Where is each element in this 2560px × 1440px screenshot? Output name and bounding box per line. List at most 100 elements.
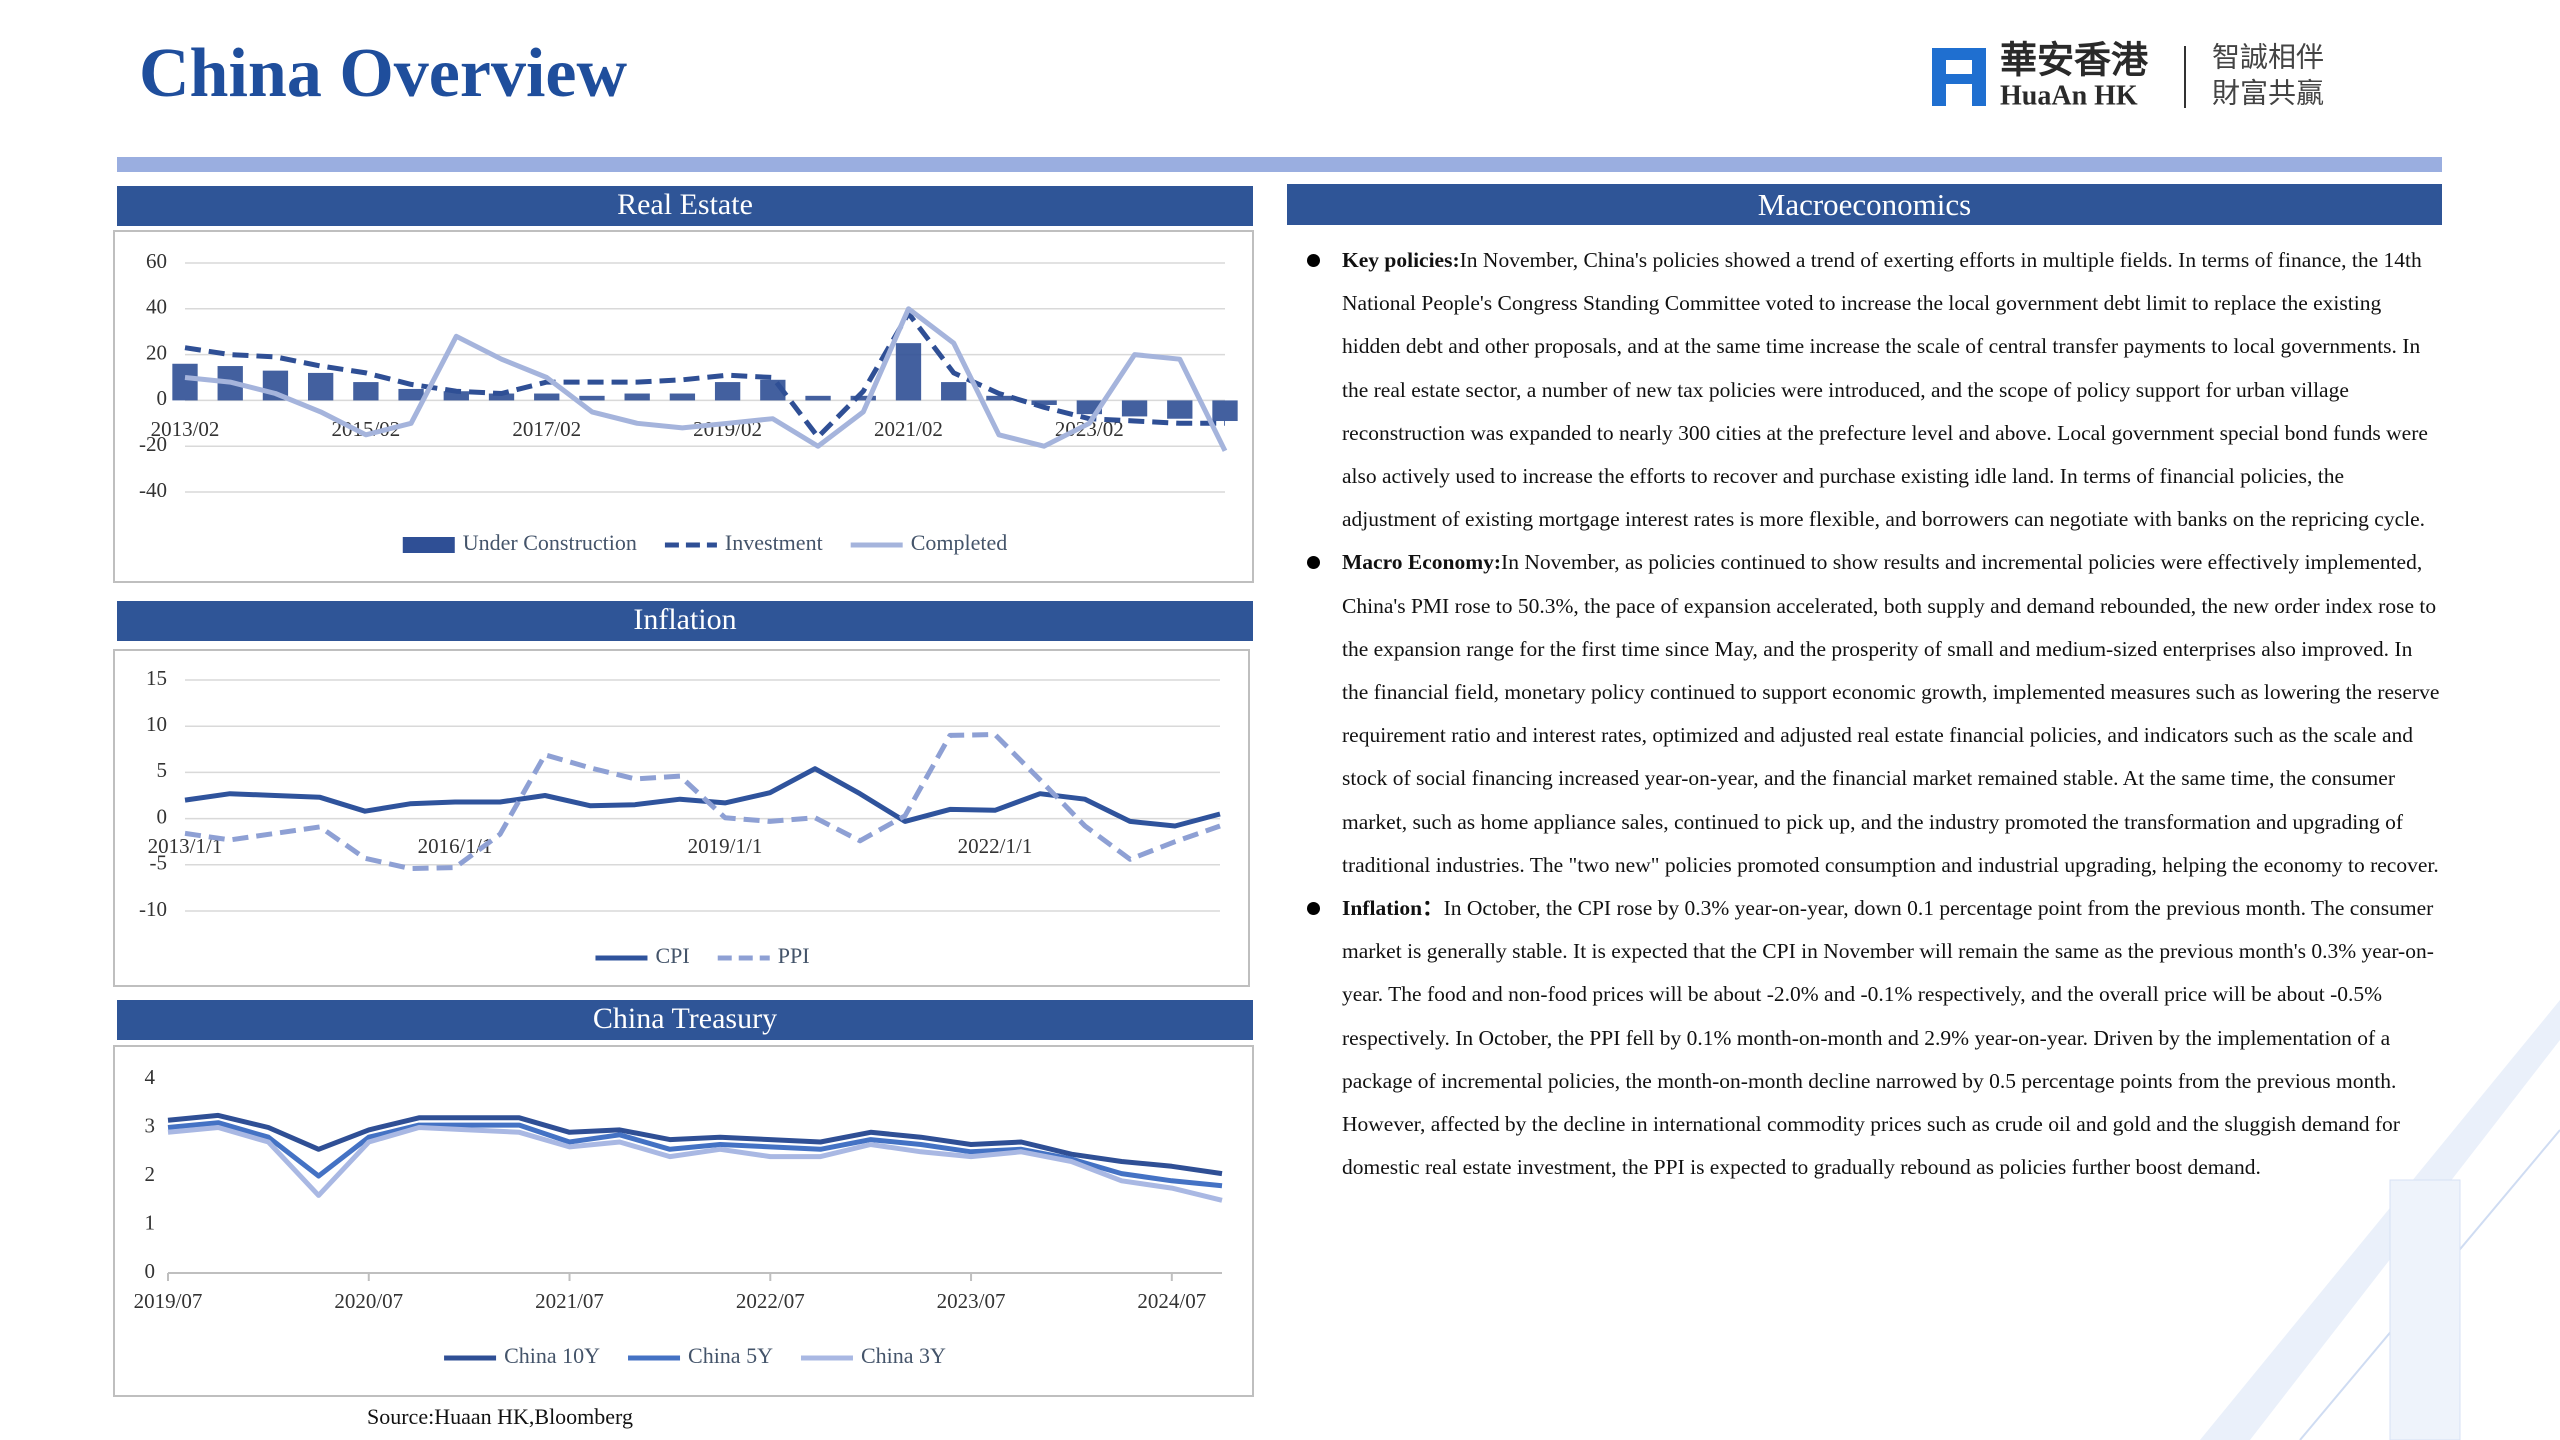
chart-frame xyxy=(113,230,1254,583)
bar xyxy=(1212,400,1238,422)
chart-frame xyxy=(113,1045,1254,1397)
bullet: Macro Economy:In November, as policies c… xyxy=(1287,541,2442,887)
bullet: Key policies:In November, China's polici… xyxy=(1287,239,2442,541)
bullet-label: Inflation： xyxy=(1342,896,1444,921)
x-tick-label: 2021/07 xyxy=(535,1289,604,1313)
y-tick-label: 40 xyxy=(146,295,167,319)
logo-icon xyxy=(1972,48,1986,106)
legend-label: PPI xyxy=(778,943,810,968)
legend: Under Construction Investment Completed xyxy=(402,530,1008,555)
logo-en: HuaAn HK xyxy=(2000,80,2138,111)
x-tick-label: 2017/02 xyxy=(512,417,581,441)
chart-title: China Treasury xyxy=(593,1002,777,1035)
x-tick-label: 2021/02 xyxy=(874,417,943,441)
x-tick-label: 2022/1/1 xyxy=(958,834,1033,858)
chart-frame xyxy=(113,649,1250,987)
chart-title: Inflation xyxy=(633,603,736,636)
legend-label: Completed xyxy=(911,530,1008,555)
y-tick-label: 3 xyxy=(145,1113,156,1137)
bullet-text: In November, China's policies showed a t… xyxy=(1342,248,2428,532)
y-tick-label: 60 xyxy=(146,249,167,273)
bar xyxy=(669,393,696,401)
slogan: 財富共贏 xyxy=(2212,77,2324,109)
y-tick-label: 0 xyxy=(157,804,168,828)
line-series xyxy=(167,1125,1223,1203)
bar xyxy=(488,393,515,401)
y-tick-label: -40 xyxy=(139,478,167,502)
y-tick-label: 4 xyxy=(145,1065,156,1089)
bar xyxy=(1167,400,1193,419)
y-tick-label: -5 xyxy=(150,851,168,875)
bar xyxy=(534,393,560,401)
bar xyxy=(307,372,334,401)
bullet-label: Macro Economy: xyxy=(1342,550,1502,575)
legend-label: China 10Y xyxy=(504,1343,600,1368)
line-series xyxy=(184,310,1225,440)
source: Source:Huaan HK,Bloomberg xyxy=(367,1404,633,1429)
y-tick-label: -10 xyxy=(139,897,167,921)
bar xyxy=(624,393,650,401)
slogan: 智誠相伴 xyxy=(2212,41,2324,73)
bar xyxy=(443,391,469,401)
line-series xyxy=(184,732,1221,871)
section-header xyxy=(117,1000,1253,1040)
y-tick-label: 20 xyxy=(146,340,167,364)
bar xyxy=(579,395,605,401)
bar xyxy=(850,395,876,401)
chart-title: Real Estate xyxy=(617,188,753,221)
logo-cn: 華安香港 xyxy=(2000,39,2149,81)
legend-label: Under Construction xyxy=(463,530,637,555)
y-tick-label: 0 xyxy=(145,1259,156,1283)
decoration xyxy=(2200,1000,2560,1440)
x-tick-label: 2020/07 xyxy=(334,1289,403,1313)
y-tick-label: 10 xyxy=(146,712,167,736)
y-tick-label: 0 xyxy=(157,386,168,410)
logo-icon xyxy=(1932,48,1984,60)
bar xyxy=(1121,400,1148,417)
bullet: Inflation：In October, the CPI rose by 0.… xyxy=(1287,887,2442,1189)
bar xyxy=(805,395,831,401)
separator xyxy=(117,157,2442,172)
logo-icon xyxy=(1932,48,1946,106)
line-series xyxy=(184,306,1228,452)
line-series xyxy=(167,1112,1223,1177)
bar xyxy=(714,382,741,401)
legend-label: China 3Y xyxy=(861,1343,946,1368)
section-header xyxy=(117,186,1253,226)
x-tick-label: 2013/02 xyxy=(151,417,220,441)
y-tick-label: 1 xyxy=(145,1210,156,1234)
y-tick-label: 15 xyxy=(146,666,167,690)
x-tick-label: 2019/1/1 xyxy=(688,834,763,858)
legend-label: China 5Y xyxy=(688,1343,773,1368)
logo-icon xyxy=(1944,74,1974,84)
section-header: Macroeconomics xyxy=(1287,184,2442,225)
bullet-text: In October, the CPI rose by 0.3% year-on… xyxy=(1342,896,2434,1180)
line-series xyxy=(184,766,1221,829)
section-header xyxy=(117,601,1253,641)
y-tick-label: -20 xyxy=(139,432,167,456)
bar xyxy=(1031,400,1057,405)
legend-label: CPI xyxy=(655,943,689,968)
x-tick-label: 2019/07 xyxy=(134,1289,203,1313)
bar xyxy=(895,343,922,401)
bullet-text: In November, as policies continued to sh… xyxy=(1342,550,2440,877)
x-tick-label: 2024/07 xyxy=(1137,1289,1206,1313)
legend: CPI PPI xyxy=(595,943,810,968)
bar xyxy=(353,382,379,401)
legend-label: Investment xyxy=(725,530,823,555)
decoration xyxy=(2389,1179,2461,1440)
x-tick-label: 2023/07 xyxy=(937,1289,1006,1313)
legend: China 10Y China 5Y China 3Y xyxy=(444,1343,946,1368)
bar xyxy=(986,395,1012,401)
bar xyxy=(398,388,424,401)
logo: 華安香港 HuaAn HK 智誠相伴 財富共贏 xyxy=(1932,39,2324,111)
bullet-list: Key policies:In November, China's polici… xyxy=(1287,225,2442,1189)
bar xyxy=(172,363,198,401)
bar xyxy=(941,382,967,401)
x-tick-label: 2016/1/1 xyxy=(418,834,493,858)
y-tick-label: 5 xyxy=(157,758,168,782)
x-tick-label: 2022/07 xyxy=(736,1289,805,1313)
legend-marker xyxy=(402,537,455,553)
